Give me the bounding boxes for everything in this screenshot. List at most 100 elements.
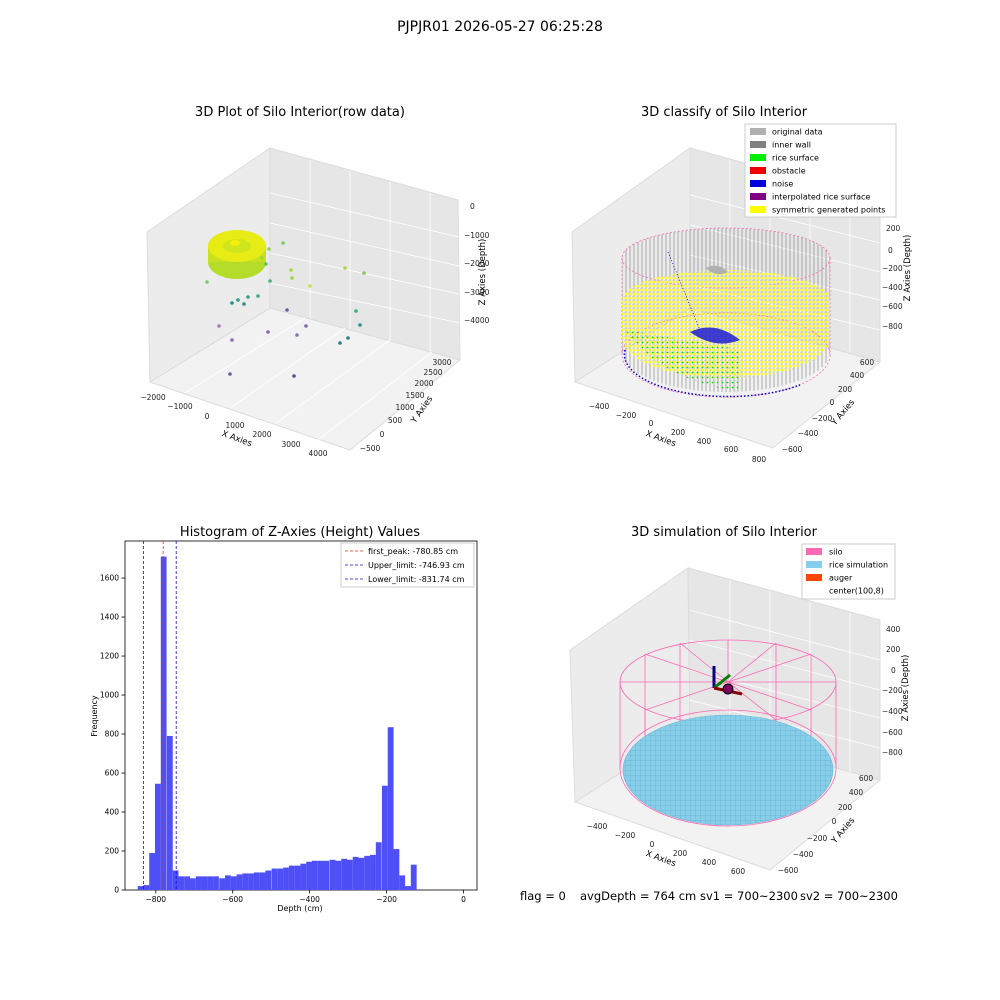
raw-back-pane [269,147,461,361]
classify-z-tick: −400 [882,283,903,292]
classify-x-tick: 600 [724,445,739,454]
raw-z-tick: −4000 [464,316,490,325]
histogram-y-tick-label: 1400 [100,613,119,622]
histogram-bar [399,875,406,890]
histogram-y-tick-label: 1000 [100,691,119,700]
histogram-y-tick-label: 1600 [100,574,119,583]
classify-x-tick: 0 [649,419,654,428]
legend-swatch-rice-surface [750,154,766,161]
sim-x-tick: 600 [731,867,746,876]
raw-y-tick: 0 [380,430,385,439]
histogram-bar [155,783,161,890]
histogram-bar [253,872,260,890]
raw-y-tick: 1000 [395,403,414,412]
classify-y-tick: −200 [812,414,833,423]
classify-silo-cloud [621,227,831,398]
figure-suptitle: PJPJR01 2026-05-27 06:25:28 [397,19,603,35]
classify-y-tick: 400 [850,371,865,380]
sim-y-tick: 0 [832,817,837,826]
histogram-bar [172,870,179,890]
histogram-bar [277,868,284,890]
histogram-legend: first_peak: -780.85 cm Upper_limit: -746… [340,542,475,588]
legend-label: noise [772,180,793,189]
histogram-bar [230,876,237,890]
histogram-bar [166,735,173,890]
histogram-bar [352,856,359,890]
classify-z-tick: −800 [882,322,903,331]
legend-label: Upper_limit: -746.93 cm [368,561,465,570]
classify-legend: original data inner wall rice surface ob… [744,123,897,218]
sim-x-tick: 400 [702,858,717,867]
raw-x-tick: 2000 [252,430,271,439]
simulation-legend: silo rice simulation auger center(100,8) [801,543,896,600]
raw-z-tick: −2000 [464,259,490,268]
histogram-bar [265,870,272,890]
legend-swatch-auger [806,574,822,581]
histogram-y-ticks: 0 200 400 600 800 1000 1200 1400 1600 [100,574,125,895]
legend-label: obstacle [772,167,806,176]
legend-label: first_peak: -780.85 cm [368,547,458,556]
histogram-y-tick-label: 1200 [100,652,119,661]
histogram-bar [288,865,295,890]
histogram-bar [184,876,191,890]
classify-y-tick: 600 [860,358,875,367]
histogram-ref-lines [143,541,177,890]
histogram-bar [306,861,313,890]
classify-y-tick: 0 [830,398,835,407]
raw-y-tick: −500 [360,444,381,453]
classify-x-tick: −400 [589,402,610,411]
sim-x-tick: 0 [650,840,655,849]
panel-classify-title: 3D classify of Silo Interior [641,105,808,120]
legend-label: inner wall [772,141,811,150]
raw-y-tick: 2000 [414,379,433,388]
histogram-y-tick-label: 800 [105,730,120,739]
legend-swatch-inner-wall [750,141,766,148]
raw-y-tick: 1500 [405,391,424,400]
sim-y-tick: 600 [859,774,874,783]
panel-histogram: Histogram of Z-Axies (Height) Values −80… [90,525,478,913]
histogram-bar [346,859,353,890]
raw-x-label: X Axies [220,429,253,449]
raw-x-tick: 1000 [225,421,244,430]
sim-z-tick: −800 [882,748,903,757]
classify-x-tick: 400 [697,437,712,446]
histogram-bar [248,873,254,890]
classify-y-tick: −600 [782,445,803,454]
status-avg-depth: avgDepth = 764 cm [580,889,696,903]
histogram-y-tick-label: 400 [105,808,120,817]
histogram-bar [271,868,278,890]
histogram-x-label: Depth (cm) [277,904,322,913]
classify-z-tick: −200 [882,264,903,273]
histogram-bar [323,860,330,890]
sim-center-marker [722,683,734,695]
histogram-bar [195,876,202,890]
panel-classify-3d: 3D classify of Silo Interior [571,105,913,464]
histogram-y-tick-label: 600 [105,769,120,778]
raw-x-tick: 3000 [281,440,300,449]
sim-y-tick: −600 [778,866,799,875]
status-sv2: sv2 = 700~2300 [800,889,898,903]
legend-label: center(100,8) [829,587,884,596]
legend-label: Lower_limit: -831.74 cm [368,575,465,584]
histogram-bar [207,876,214,890]
histogram-bar [405,886,411,890]
sim-rice-surface [622,714,834,826]
histogram-bar [358,857,365,890]
histogram-bar [149,852,156,890]
histogram-bar [300,863,307,890]
sim-z-tick: 200 [886,645,901,654]
status-sv1: sv1 = 700~2300 [700,889,798,903]
histogram-bar [364,855,371,890]
histogram-bar [137,886,144,890]
raw-z-label: Z Axies (Depth) [478,239,488,306]
raw-z-tick: −1000 [464,231,490,240]
histogram-bar [242,873,249,890]
raw-silo-ring [208,230,266,279]
sim-x-tick: −400 [587,822,608,831]
histogram-x-tick-label: −600 [222,895,243,904]
histogram-bar [410,864,417,890]
histogram-plot-frame [124,540,478,891]
sim-auger [712,666,743,696]
classify-y-tick: 200 [838,385,853,394]
